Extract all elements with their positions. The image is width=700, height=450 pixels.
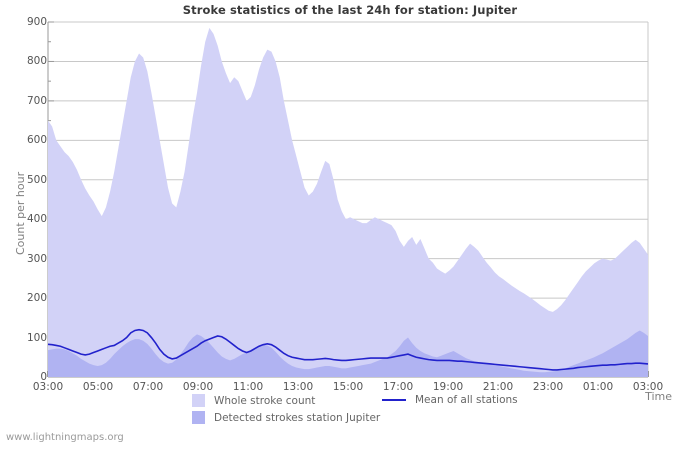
ytick-label-600: 600: [26, 134, 47, 147]
xtick-label-0900: 09:00: [182, 381, 214, 393]
line-series: [48, 328, 648, 371]
ytick-label-900: 900: [26, 16, 47, 28]
legend-label-detected: Detected strokes station Jupiter: [214, 411, 381, 424]
ytick-label-100: 100: [26, 331, 47, 344]
legend-item-mean-of-all-stations[interactable]: Mean of all stations: [382, 394, 518, 406]
area-series: [48, 330, 648, 377]
ytick-label-700: 700: [26, 94, 47, 107]
legend-label-mean: Mean of all stations: [415, 394, 518, 406]
area-series: [48, 27, 648, 377]
series-0: [48, 27, 648, 377]
ytick-label-300: 300: [26, 252, 47, 265]
xtick-label-0300: 03:00: [32, 381, 64, 393]
xtick-label-1500: 15:00: [332, 381, 364, 393]
xtick-label-0300: 03:00: [632, 381, 664, 393]
xtick-label-2300: 23:00: [532, 381, 564, 393]
xtick-label-0700: 07:00: [132, 381, 164, 393]
legend-item-whole-stroke-count[interactable]: Whole stroke count: [192, 394, 315, 407]
legend-item-detected-strokes[interactable]: Detected strokes station Jupiter: [192, 411, 380, 424]
y-axis-tick-labels: 0 100 200 300 400 500 600 700 800 900: [0, 0, 47, 450]
xtick-label-1900: 19:00: [432, 381, 464, 393]
x-axis-label: Time: [645, 390, 672, 403]
ytick-label-400: 400: [26, 213, 47, 226]
ytick-label-200: 200: [26, 292, 47, 305]
footer-attribution: www.lightningmaps.org: [6, 432, 124, 443]
xtick-label-1700: 17:00: [382, 381, 414, 393]
series-2: [48, 328, 648, 371]
chart-legend: Whole stroke count Detected strokes stat…: [0, 394, 700, 428]
series-1: [48, 330, 648, 377]
ytick-label-800: 800: [26, 55, 47, 68]
xtick-label-1100: 11:00: [232, 381, 264, 393]
legend-swatch-whole: [192, 394, 205, 407]
ytick-label-500: 500: [26, 173, 47, 186]
xtick-label-1300: 13:00: [282, 381, 314, 393]
legend-line-mean: [382, 399, 406, 401]
xtick-label-2100: 21:00: [482, 381, 514, 393]
xtick-label-0500: 05:00: [82, 381, 114, 393]
legend-swatch-detected: [192, 411, 205, 424]
chart-title: Stroke statistics of the last 24h for st…: [182, 3, 518, 17]
xtick-label-0100: 01:00: [582, 381, 614, 393]
legend-label-whole: Whole stroke count: [214, 394, 316, 407]
ytick-label-0: 0: [40, 371, 47, 383]
